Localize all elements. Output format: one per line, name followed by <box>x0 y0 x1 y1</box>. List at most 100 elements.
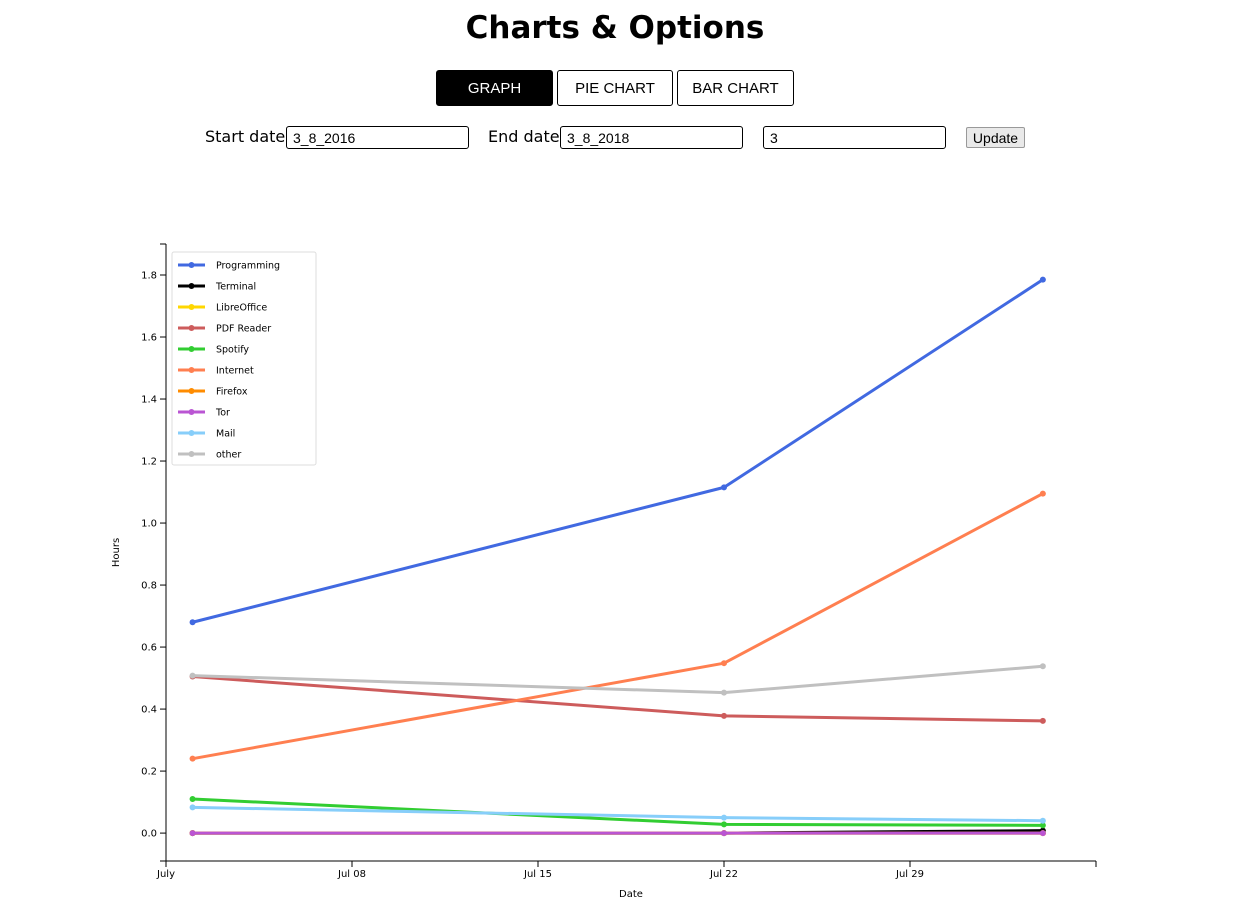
legend: Programming Terminal LibreOffice PDF Reader… <box>171 251 317 466</box>
legend-item-tor: Tor <box>178 408 230 419</box>
legend-swatch-dot <box>188 304 195 310</box>
series-internet <box>189 490 1046 762</box>
data-point-internet <box>1039 490 1046 497</box>
data-point-spotify <box>189 795 196 802</box>
series-line-spotify <box>192 797 1043 827</box>
data-point-other <box>189 672 196 679</box>
y-tick-label: 1.2 <box>141 457 157 468</box>
data-point-mail <box>721 814 727 821</box>
legend-item-libreoffice: LibreOffice <box>178 303 267 314</box>
axes: 0.0 0.2 0.4 0.6 0.8 1.0 1.2 1.4 1.6 1.8 July Jul 08… <box>141 243 1097 880</box>
legend-item-pdf-reader: PDF Reader <box>178 324 271 335</box>
legend-swatch-dot <box>188 388 195 394</box>
x-tick-label: Jul 15 <box>523 869 552 880</box>
x-tick-label: July <box>156 869 175 880</box>
legend-swatch-dot <box>188 283 195 289</box>
y-tick-label: 0.4 <box>141 705 157 716</box>
data-point-internet <box>189 755 196 762</box>
y-tick: 0.8 <box>141 581 166 592</box>
data-point-internet <box>721 660 727 667</box>
x-axis-label: Date <box>619 889 643 900</box>
legend-label: Tor <box>215 408 230 419</box>
legend-swatch-dot <box>188 367 195 373</box>
x-tick: Jul 29 <box>895 861 924 880</box>
y-tick: 1.4 <box>141 395 166 406</box>
end-date-label: End date: <box>488 127 565 146</box>
legend-item-firefox: Firefox <box>178 387 248 398</box>
data-point-pdf-reader <box>1039 717 1046 724</box>
x-tick: July <box>156 861 175 880</box>
y-tick: 1.6 <box>141 333 166 344</box>
legend-label: Terminal <box>215 282 256 293</box>
series-group <box>189 276 1046 837</box>
legend-item-other: other <box>178 450 241 461</box>
legend-label: Programming <box>216 261 280 272</box>
legend-box <box>171 251 317 466</box>
series-tor <box>189 830 1046 837</box>
data-point-programming <box>721 484 727 491</box>
y-tick-label: 1.8 <box>141 271 157 282</box>
y-tick: 0.6 <box>141 643 166 654</box>
y-tick-label: 1.6 <box>141 333 157 344</box>
legend-item-programming: Programming <box>178 261 280 272</box>
legend-item-mail: Mail <box>178 429 235 440</box>
legend-label: LibreOffice <box>216 303 267 314</box>
legend-item-terminal: Terminal <box>178 282 256 293</box>
y-tick-label: 1.0 <box>141 519 157 530</box>
legend-swatch-dot <box>188 409 195 415</box>
y-tick-label: 0.8 <box>141 581 157 592</box>
series-line-other <box>192 664 1043 695</box>
series-other <box>189 663 1046 696</box>
legend-swatch-dot <box>188 346 195 352</box>
update-button[interactable]: Update <box>966 127 1025 148</box>
data-point-other <box>1039 663 1046 670</box>
tab-bar-chart[interactable]: BAR CHART <box>677 70 794 106</box>
chart-type-tabs: GRAPH PIE CHART BAR CHART <box>436 70 794 106</box>
legend-swatch-dot <box>188 430 195 436</box>
y-tick-label: 0.6 <box>141 643 157 654</box>
y-tick-label: 0.2 <box>141 767 157 778</box>
data-point-spotify <box>721 821 727 828</box>
y-tick: 1.0 <box>141 519 166 530</box>
x-tick-label: Jul 29 <box>895 869 924 880</box>
legend-swatch-dot <box>188 451 195 457</box>
page-title: Charts & Options <box>465 10 765 46</box>
y-tick: 0.2 <box>141 767 166 778</box>
start-date-label: Start date: <box>205 127 291 146</box>
data-point-tor <box>189 830 196 837</box>
y-axis-label: Hours <box>111 538 122 567</box>
y-tick: 0.0 <box>141 829 166 840</box>
series-spotify <box>189 795 1046 829</box>
y-tick-label: 1.4 <box>141 395 157 406</box>
x-tick: Jul 15 <box>523 861 552 880</box>
legend-item-internet: Internet <box>178 366 254 377</box>
data-point-mail <box>1039 817 1046 824</box>
data-point-other <box>721 689 727 696</box>
legend-item-spotify: Spotify <box>178 345 249 356</box>
data-point-tor <box>1039 830 1046 837</box>
series-line-programming <box>192 278 1044 624</box>
legend-label: PDF Reader <box>216 324 271 335</box>
y-tick: 0.4 <box>141 705 166 716</box>
count-input[interactable] <box>763 126 946 149</box>
data-point-pdf-reader <box>721 712 727 719</box>
tab-graph[interactable]: GRAPH <box>436 70 553 106</box>
y-tick: 1.8 <box>141 271 166 282</box>
x-tick: Jul 08 <box>337 861 366 880</box>
data-point-mail <box>189 804 196 811</box>
legend-swatch-dot <box>188 325 195 331</box>
x-tick-label: Jul 08 <box>337 869 366 880</box>
series-mail <box>189 804 1046 824</box>
tab-pie-chart[interactable]: PIE CHART <box>557 70 673 106</box>
y-tick-label: 0.0 <box>141 829 157 840</box>
legend-label: other <box>216 450 241 461</box>
data-point-programming <box>1039 276 1046 283</box>
end-date-input[interactable] <box>560 126 743 149</box>
legend-label: Internet <box>216 366 254 377</box>
start-date-input[interactable] <box>286 126 469 149</box>
legend-swatch-dot <box>188 262 195 268</box>
data-point-tor <box>721 830 727 837</box>
data-point-programming <box>189 619 196 626</box>
legend-label: Mail <box>216 429 235 440</box>
